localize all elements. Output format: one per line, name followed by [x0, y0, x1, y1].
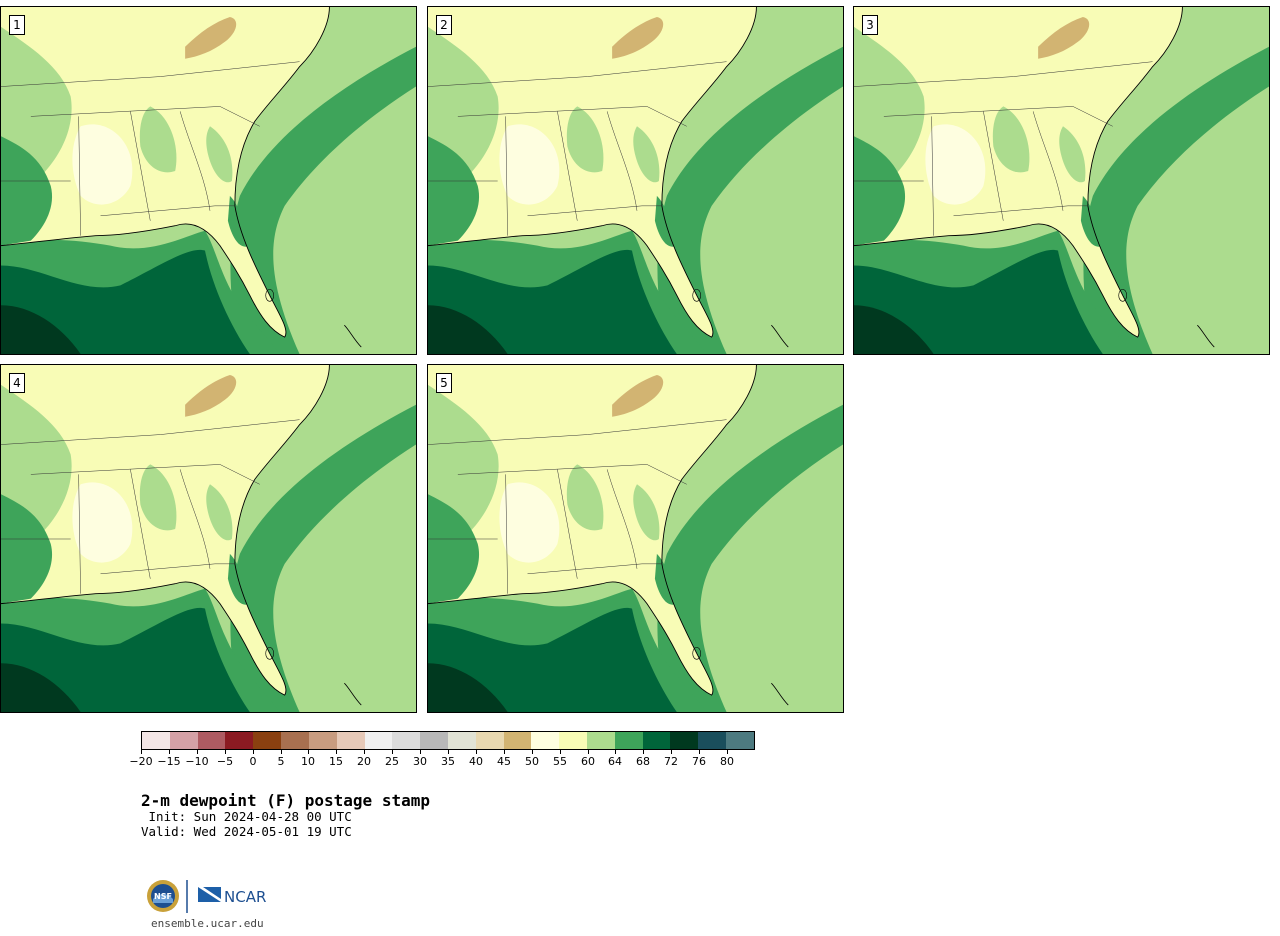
colorbar-tick	[699, 750, 700, 754]
colorbar-tick	[392, 750, 393, 754]
colorbar-tick	[727, 750, 728, 754]
svg-text:NCAR: NCAR	[224, 888, 266, 906]
website-url: ensemble.ucar.edu	[151, 917, 264, 930]
colorbar-swatch	[698, 732, 727, 749]
colorbar-swatch	[642, 732, 671, 749]
panel-number: 4	[9, 373, 25, 393]
colorbar-swatch	[670, 732, 699, 749]
colorbar-swatch	[336, 732, 365, 749]
colorbar-tick-label: −20	[129, 755, 153, 768]
colorbar-swatch	[253, 732, 282, 749]
colorbar-swatch	[726, 732, 754, 749]
colorbar-tick-label: 5	[277, 755, 285, 768]
colorbar-tick	[643, 750, 644, 754]
colorbar-ticks: −20 −15 −10 −5 0 5 10 15 20 25 30 35 40 45 50 55 60 64 68 7…	[129, 750, 755, 770]
colorbar-swatch	[587, 732, 615, 749]
colorbar-tick	[532, 750, 533, 754]
colorbar-swatch	[364, 732, 393, 749]
init-time: Init: Sun 2024-04-28 00 UTC	[141, 809, 352, 824]
colorbar-tick	[560, 750, 561, 754]
colorbar-tick	[671, 750, 672, 754]
colorbar-tick	[615, 750, 616, 754]
map-panel-4: 4	[0, 364, 417, 713]
nsf-seal-icon: NSF	[147, 880, 179, 912]
panel-number: 5	[436, 373, 452, 393]
colorbar-tick-label: 60	[581, 755, 595, 768]
colorbar-swatch	[614, 732, 643, 749]
colorbar-swatch	[142, 732, 170, 749]
colorbar-tick	[588, 750, 589, 754]
colorbar-tick-label: 25	[385, 755, 399, 768]
colorbar-swatch	[475, 732, 504, 749]
colorbar-tick	[141, 750, 142, 754]
colorbar-tick	[504, 750, 505, 754]
colorbar-swatch	[559, 732, 587, 749]
colorbar-tick-label: 30	[413, 755, 427, 768]
svg-text:NSF: NSF	[154, 892, 172, 901]
colorbar-tick-label: 0	[249, 755, 257, 768]
colorbar-swatch	[503, 732, 532, 749]
ncar-logo-icon: NCAR	[198, 887, 266, 906]
colorbar-tick-label: −5	[216, 755, 234, 768]
colorbar-tick	[308, 750, 309, 754]
colorbar-tick-label: 72	[664, 755, 678, 768]
colorbar-tick-label: 55	[553, 755, 567, 768]
map-panel-2: 2	[427, 6, 844, 355]
colorbar-tick	[364, 750, 365, 754]
colorbar-tick	[336, 750, 337, 754]
colorbar-tick	[197, 750, 198, 754]
panel-number: 3	[862, 15, 878, 35]
colorbar-tick-label: 35	[441, 755, 455, 768]
valid-time: Valid: Wed 2024-05-01 19 UTC	[141, 824, 352, 839]
colorbar-tick-label: 76	[692, 755, 706, 768]
figure-title: 2-m dewpoint (F) postage stamp	[141, 791, 430, 810]
colorbar-tick-label: 80	[720, 755, 734, 768]
colorbar-tick-label: −10	[185, 755, 209, 768]
colorbar-tick	[448, 750, 449, 754]
colorbar-tick	[476, 750, 477, 754]
colorbar-tick-label: 64	[608, 755, 622, 768]
colorbar-swatch	[447, 732, 476, 749]
map-panel-1: 1	[0, 6, 417, 355]
nsf-ncar-logo: NSF NCAR	[145, 877, 275, 917]
colorbar-tick-label: 15	[329, 755, 343, 768]
colorbar-tick-label: 20	[357, 755, 371, 768]
panel-number: 2	[436, 15, 452, 35]
colorbar-swatch	[197, 732, 226, 749]
map-panel-5: 5	[427, 364, 844, 713]
colorbar-swatch	[169, 732, 198, 749]
colorbar-swatch	[308, 732, 337, 749]
colorbar-tick	[225, 750, 226, 754]
colorbar-tick-label: 50	[525, 755, 539, 768]
colorbar-swatch	[420, 732, 448, 749]
colorbar-tick-label: 68	[636, 755, 650, 768]
colorbar-tick-label: 40	[469, 755, 483, 768]
colorbar-tick-label: 45	[497, 755, 511, 768]
colorbar-swatch	[281, 732, 309, 749]
colorbar-swatch	[392, 732, 421, 749]
colorbar-tick	[420, 750, 421, 754]
colorbar-tick-label: 10	[301, 755, 315, 768]
panel-number: 1	[9, 15, 25, 35]
colorbar-tick	[169, 750, 170, 754]
colorbar-swatch	[225, 732, 254, 749]
map-panel-3: 3	[853, 6, 1270, 355]
colorbar-tick	[253, 750, 254, 754]
colorbar-tick-label: −15	[157, 755, 181, 768]
colorbar-swatch	[531, 732, 560, 749]
colorbar-tick	[281, 750, 282, 754]
colorbar	[141, 731, 755, 750]
